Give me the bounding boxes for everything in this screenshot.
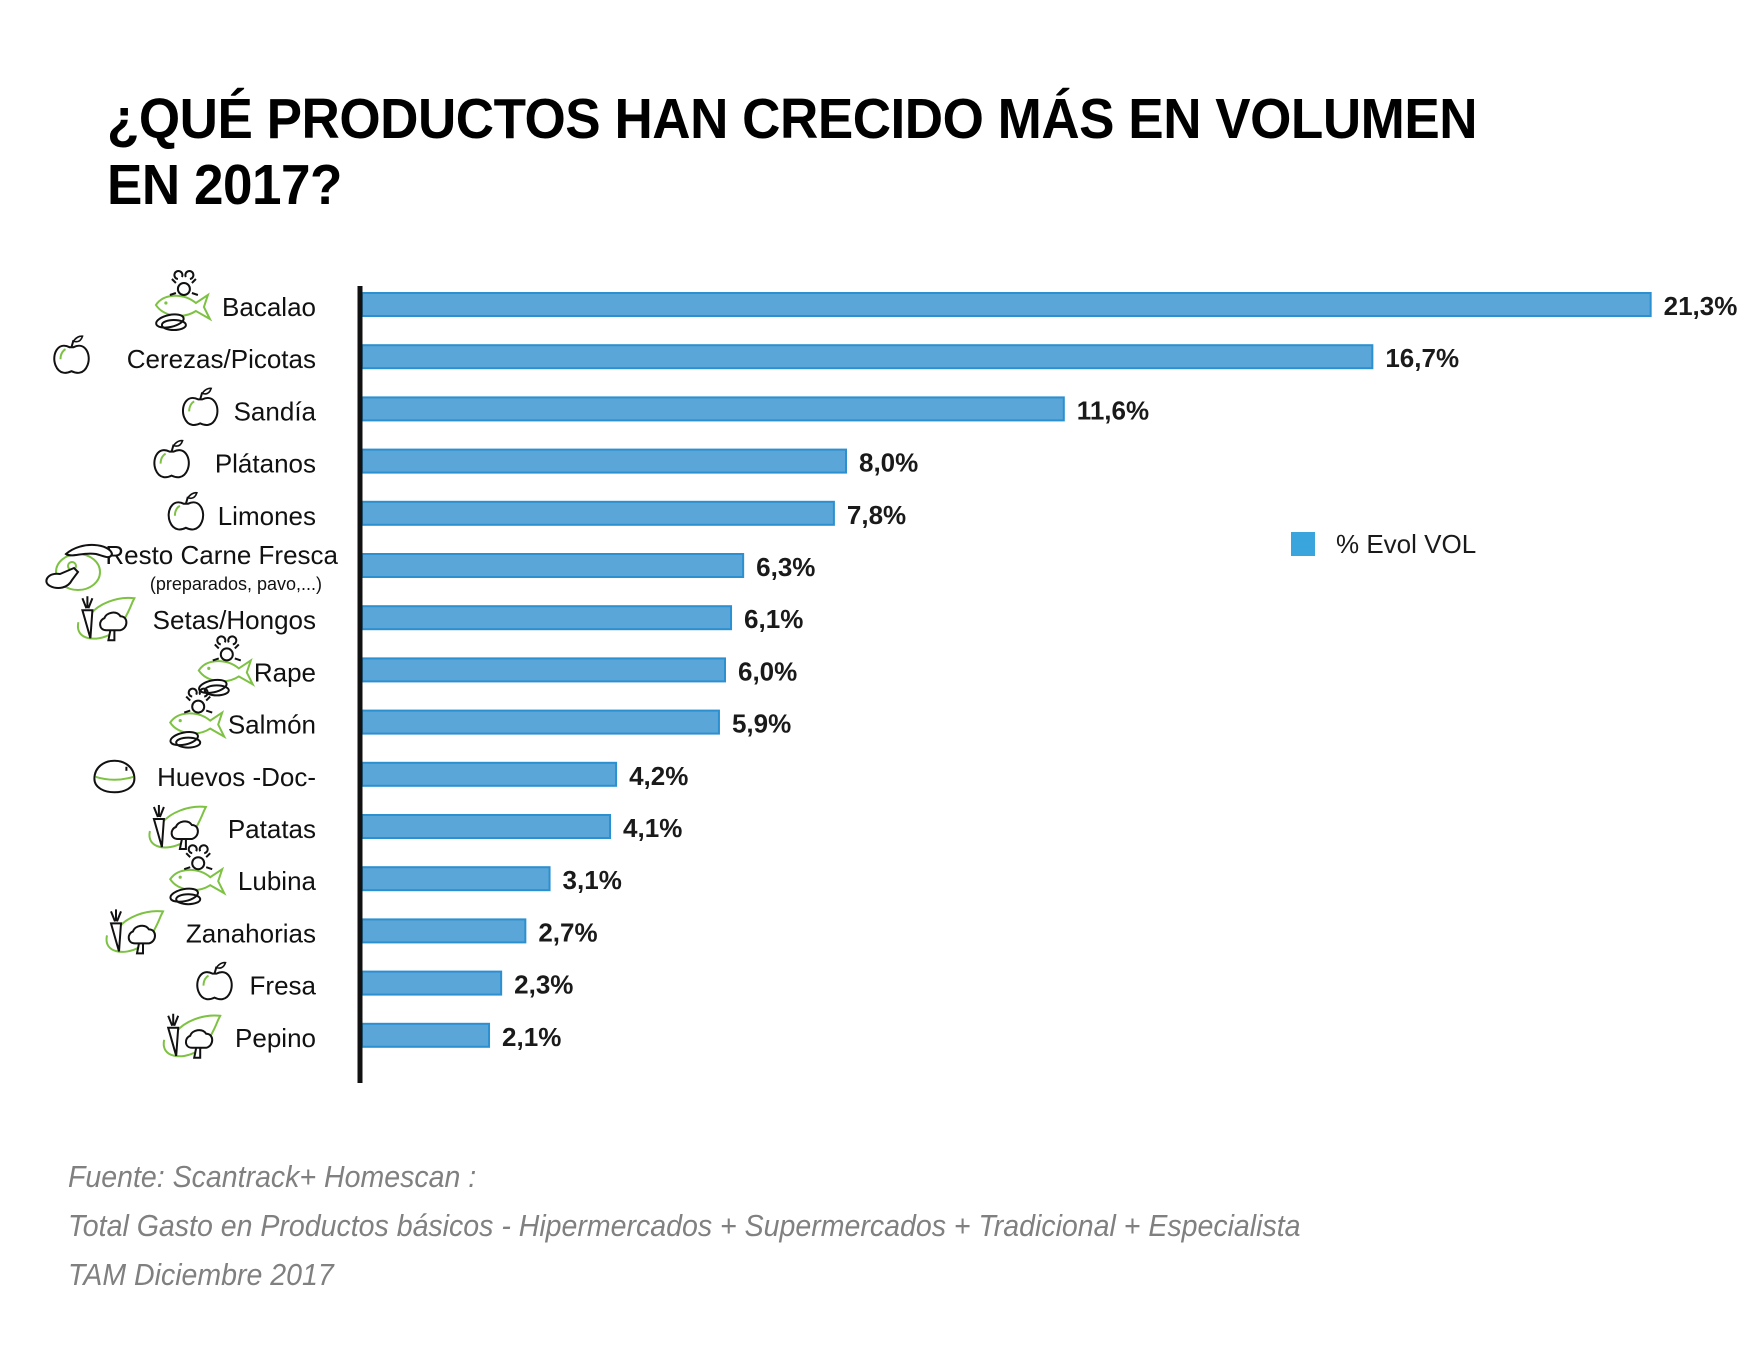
fruit-icon (167, 491, 205, 531)
bar-4 (361, 448, 847, 474)
category-label: Zanahorias (186, 918, 316, 948)
fruit-icon (182, 387, 219, 427)
seafood-icon (168, 844, 227, 906)
value-label: 4,1% (623, 813, 682, 843)
seafood-icon (197, 635, 256, 697)
footnote-line-3: TAM Diciembre 2017 (68, 1257, 334, 1292)
value-label: 3,1% (563, 865, 622, 895)
category-label: Salmón (228, 710, 316, 740)
fruit-icon (196, 961, 233, 1001)
value-label: 6,0% (738, 656, 797, 686)
bar-7 (361, 605, 733, 631)
value-label: 7,8% (847, 500, 906, 530)
seafood-icon (168, 687, 227, 749)
category-label: Rape (254, 657, 316, 687)
vegetable-icon (148, 805, 208, 850)
bar-12 (361, 866, 551, 892)
category-labels-layer: Bacalao Cerezas/Picotas Sandía Plátanos Limo… (105, 292, 338, 1053)
value-label: 2,7% (538, 917, 597, 947)
category-label: Pepino (235, 1023, 316, 1053)
value-label: 2,1% (502, 1022, 561, 1052)
seafood-icon (154, 270, 213, 331)
value-label: 21,3% (1664, 291, 1738, 321)
category-label: Resto Carne Fresca (105, 540, 338, 570)
value-label: 6,3% (756, 552, 815, 582)
chart-title: ¿QUÉ PRODUCTOS HAN CRECIDO MÁS EN VOLUME… (107, 86, 1614, 218)
legend-label: % Evol VOL (1336, 529, 1476, 559)
meat-icon (45, 544, 114, 591)
fruit-icon (153, 439, 190, 479)
category-label: Lubina (238, 866, 317, 896)
vegetable-icon (77, 596, 136, 642)
chart-title-line-2: EN 2017? (107, 153, 342, 217)
bar-2 (361, 344, 1374, 370)
chart-title-line-1: ¿QUÉ PRODUCTOS HAN CRECIDO MÁS EN VOLUME… (107, 87, 1478, 151)
legend: % Evol VOL (1291, 529, 1476, 559)
value-labels-layer: 21,3% 16,7% 11,6% 8,0% 7,8% 6,3% 6,1% 6,0% 5,9% 4… (502, 291, 1737, 1052)
category-label: Cerezas/Picotas (127, 344, 316, 374)
bar-13 (361, 918, 527, 944)
value-label: 4,2% (629, 761, 688, 791)
category-label: Limones (218, 501, 316, 531)
category-label: Bacalao (222, 292, 316, 322)
bar-14 (361, 970, 503, 996)
vegetable-icon (162, 1013, 222, 1059)
category-label: Setas/Hongos (153, 605, 316, 635)
category-icons-layer (45, 270, 256, 1059)
category-label: Huevos -Doc- (157, 762, 316, 792)
legend-swatch (1291, 532, 1315, 556)
footnote-line-2: Total Gasto en Productos básicos - Hiper… (68, 1208, 1301, 1243)
value-label: 8,0% (859, 448, 918, 478)
fruit-icon (53, 335, 90, 374)
source-footnote: Fuente: Scantrack+ Homescan : Total Gast… (68, 1152, 1301, 1299)
value-label: 11,6% (1077, 395, 1149, 425)
bar-1 (361, 292, 1652, 317)
bar-11 (361, 814, 612, 839)
bar-9 (361, 709, 720, 735)
value-label: 6,1% (744, 604, 803, 634)
bar-15 (361, 1022, 491, 1048)
category-label: Plátanos (215, 449, 316, 479)
category-sublabel: (preparados, pavo,...) (150, 574, 322, 594)
vegetable-icon (105, 909, 165, 955)
footnote-line-1: Fuente: Scantrack+ Homescan : (68, 1159, 477, 1194)
category-label: Sandía (234, 396, 317, 426)
bar-10 (361, 761, 618, 787)
category-label: Patatas (228, 814, 316, 844)
category-label: Fresa (250, 971, 317, 1001)
bar-5 (361, 500, 835, 526)
value-label: 2,3% (514, 970, 573, 1000)
value-label: 5,9% (732, 709, 791, 739)
bar-8 (361, 657, 726, 683)
bar-3 (361, 396, 1065, 422)
bar-6 (361, 553, 745, 578)
value-label: 16,7% (1385, 343, 1459, 373)
egg-icon (93, 759, 136, 794)
